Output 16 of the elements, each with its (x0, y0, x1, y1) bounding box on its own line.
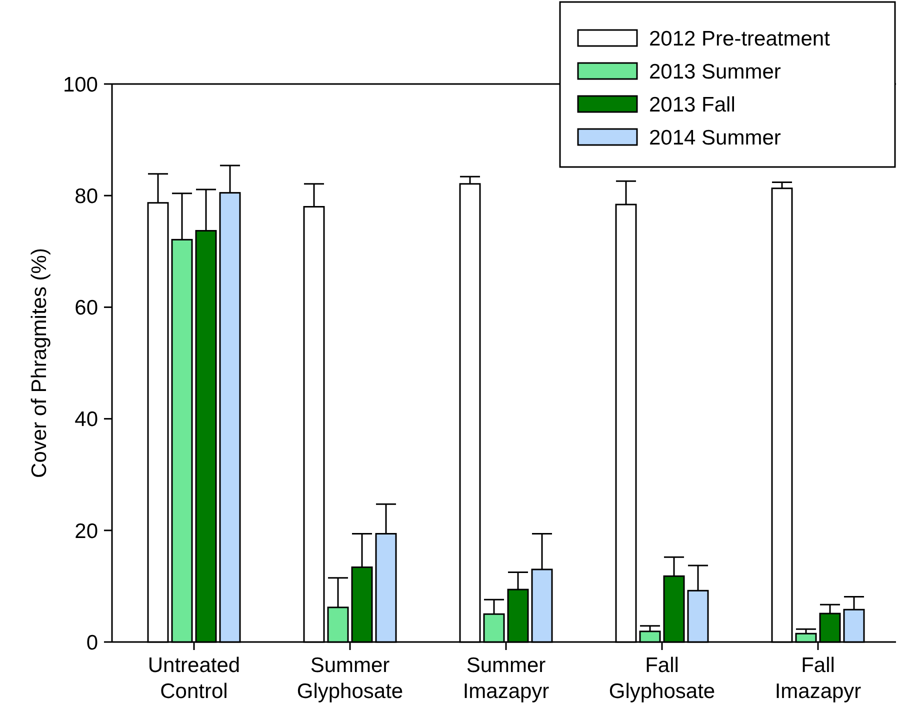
x-tick-label: Summer Imazapyr (462, 654, 550, 703)
legend-label: 2012 Pre-treatment (649, 27, 830, 50)
x-tick-label: Fall Glyphosate (608, 654, 716, 703)
x-tick-label: Fall Imazapyr (774, 654, 862, 703)
y-tick-label: 20 (74, 520, 98, 543)
legend-label: 2014 Summer (649, 126, 781, 150)
y-tick-label: 40 (74, 408, 98, 432)
y-tick-label: 80 (74, 184, 98, 208)
legend-label: 2013 Fall (649, 93, 736, 116)
y-tick-label: 100 (62, 73, 98, 96)
x-tick-label: Untreated Control (148, 654, 240, 703)
legend-label: 2013 Summer (649, 60, 781, 84)
y-axis-title: Cover of Phragmites (%) (28, 248, 51, 478)
y-tick-label: 60 (74, 296, 98, 320)
x-tick-label: Summer Glyphosate (296, 654, 404, 703)
y-tick-label: 0 (86, 631, 98, 654)
